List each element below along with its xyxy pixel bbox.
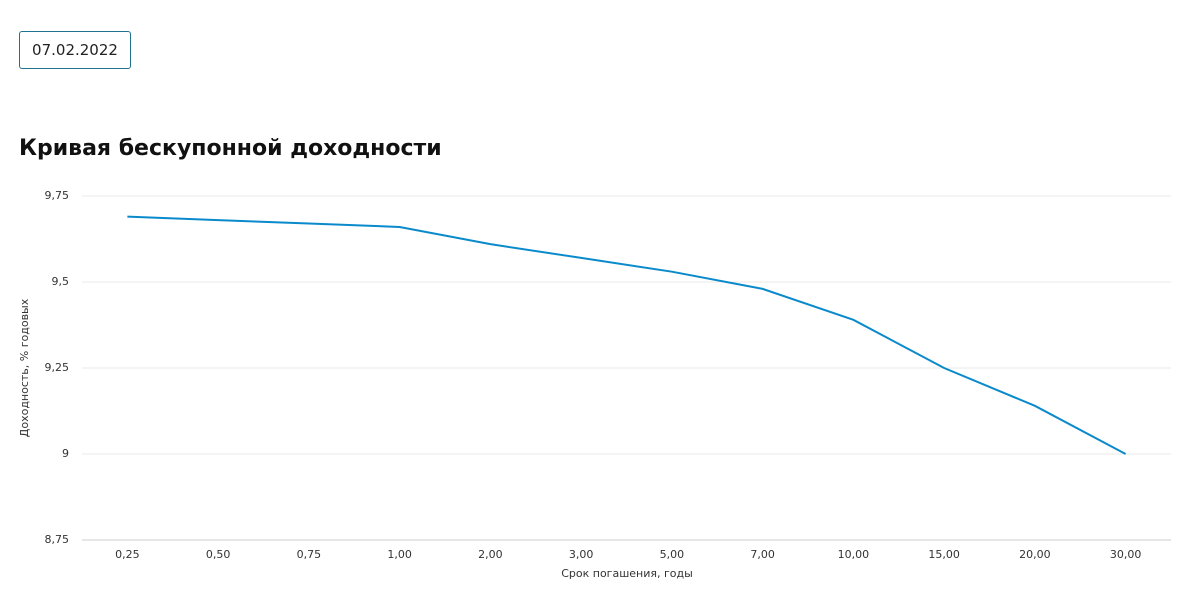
x-tick-label: 0,75 bbox=[297, 548, 322, 561]
x-axis-label: Срок погашения, годы bbox=[561, 567, 693, 580]
y-tick-label: 9,75 bbox=[45, 189, 70, 202]
x-tick-label: 2,00 bbox=[478, 548, 503, 561]
y-axis-label: Доходность, % годовых bbox=[18, 298, 31, 437]
x-tick-label: 3,00 bbox=[569, 548, 594, 561]
x-tick-label: 1,00 bbox=[387, 548, 412, 561]
y-tick-label: 9 bbox=[62, 447, 69, 460]
x-tick-label: 7,00 bbox=[750, 548, 775, 561]
chart-title: Кривая бескупонной доходности bbox=[19, 136, 442, 161]
x-tick-label: 5,00 bbox=[660, 548, 685, 561]
x-tick-label: 0,25 bbox=[115, 548, 140, 561]
line bbox=[127, 215, 1127, 455]
x-tick-label: 0,50 bbox=[206, 548, 231, 561]
y-tick-label: 8,75 bbox=[45, 533, 70, 546]
x-tick-label: 15,00 bbox=[928, 548, 960, 561]
y-tick-label: 9,25 bbox=[45, 361, 70, 374]
y-tick-label: 9,5 bbox=[52, 275, 70, 288]
x-tick-label: 20,00 bbox=[1019, 548, 1051, 561]
x-tick-label: 10,00 bbox=[838, 548, 870, 561]
x-tick-label: 30,00 bbox=[1110, 548, 1142, 561]
date-picker[interactable]: 07.02.2022 bbox=[19, 31, 131, 69]
